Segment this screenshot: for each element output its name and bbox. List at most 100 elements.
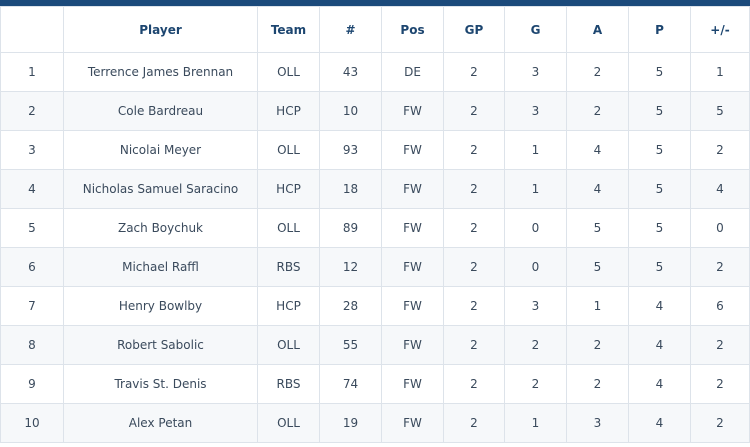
- jersey-number-cell: 74: [319, 364, 382, 404]
- points-cell: 4: [628, 325, 691, 365]
- goals-cell: 3: [504, 91, 567, 131]
- points-cell: 5: [628, 130, 691, 170]
- plus-minus-cell: 5: [690, 91, 750, 131]
- points-cell: 5: [628, 91, 691, 131]
- table-body: 1 Terrence James Brennan OLL 43 DE 2 3 2 5 1 2 Cole…: [0, 52, 750, 443]
- games-played-cell: 2: [443, 52, 505, 92]
- assists-cell: 5: [566, 247, 629, 287]
- assists-cell: 2: [566, 364, 629, 404]
- plus-minus-cell: 2: [690, 325, 750, 365]
- plus-minus-cell: 6: [690, 286, 750, 326]
- team-cell: RBS: [257, 364, 320, 404]
- games-played-cell: 2: [443, 325, 505, 365]
- player-name-cell[interactable]: Zach Boychuk: [63, 208, 258, 248]
- games-played-cell: 2: [443, 169, 505, 209]
- player-name-cell[interactable]: Michael Raffl: [63, 247, 258, 287]
- goals-cell: 0: [504, 208, 567, 248]
- rank-cell: 1: [0, 52, 64, 92]
- rank-header[interactable]: [0, 6, 64, 53]
- player-name-cell[interactable]: Henry Bowlby: [63, 286, 258, 326]
- plus-minus-cell: 2: [690, 364, 750, 404]
- position-cell: FW: [381, 208, 444, 248]
- team-cell: HCP: [257, 286, 320, 326]
- assists-cell: 2: [566, 325, 629, 365]
- plus-minus-header[interactable]: +/-: [690, 6, 750, 53]
- points-cell: 4: [628, 286, 691, 326]
- rank-cell: 5: [0, 208, 64, 248]
- goals-cell: 1: [504, 169, 567, 209]
- points-cell: 4: [628, 403, 691, 443]
- team-cell: OLL: [257, 208, 320, 248]
- position-cell: FW: [381, 286, 444, 326]
- games-played-cell: 2: [443, 364, 505, 404]
- table-row: 6 Michael Raffl RBS 12 FW 2 0 5 5 2: [0, 247, 750, 287]
- position-cell: FW: [381, 247, 444, 287]
- position-cell: FW: [381, 364, 444, 404]
- goals-cell: 3: [504, 52, 567, 92]
- games-played-cell: 2: [443, 91, 505, 131]
- rank-cell: 7: [0, 286, 64, 326]
- goals-cell: 0: [504, 247, 567, 287]
- assists-cell: 2: [566, 91, 629, 131]
- games-played-cell: 2: [443, 286, 505, 326]
- goals-cell: 1: [504, 403, 567, 443]
- player-stats-table: Player Team # Pos GP G A P +/- 1 Terrence…: [0, 6, 750, 443]
- plus-minus-cell: 2: [690, 130, 750, 170]
- position-cell: FW: [381, 91, 444, 131]
- games-played-cell: 2: [443, 208, 505, 248]
- rank-cell: 10: [0, 403, 64, 443]
- jersey-number-cell: 18: [319, 169, 382, 209]
- rank-cell: 6: [0, 247, 64, 287]
- table-row: 4 Nicholas Samuel Saracino HCP 18 FW 2 1 4 5 4: [0, 169, 750, 209]
- team-cell: OLL: [257, 403, 320, 443]
- assists-cell: 3: [566, 403, 629, 443]
- player-header[interactable]: Player: [63, 6, 258, 53]
- games-played-cell: 2: [443, 130, 505, 170]
- position-header[interactable]: Pos: [381, 6, 444, 53]
- assists-header[interactable]: A: [566, 6, 629, 53]
- jersey-number-cell: 28: [319, 286, 382, 326]
- player-name-cell[interactable]: Nicholas Samuel Saracino: [63, 169, 258, 209]
- rank-cell: 9: [0, 364, 64, 404]
- goals-cell: 1: [504, 130, 567, 170]
- player-name-cell[interactable]: Cole Bardreau: [63, 91, 258, 131]
- position-cell: FW: [381, 130, 444, 170]
- assists-cell: 2: [566, 52, 629, 92]
- points-header[interactable]: P: [628, 6, 691, 53]
- points-cell: 5: [628, 169, 691, 209]
- player-name-cell[interactable]: Travis St. Denis: [63, 364, 258, 404]
- plus-minus-cell: 2: [690, 403, 750, 443]
- table-row: 2 Cole Bardreau HCP 10 FW 2 3 2 5 5: [0, 91, 750, 131]
- jersey-number-cell: 19: [319, 403, 382, 443]
- rank-cell: 8: [0, 325, 64, 365]
- rank-cell: 2: [0, 91, 64, 131]
- goals-cell: 3: [504, 286, 567, 326]
- rank-cell: 4: [0, 169, 64, 209]
- jersey-number-cell: 55: [319, 325, 382, 365]
- assists-cell: 1: [566, 286, 629, 326]
- number-header[interactable]: #: [319, 6, 382, 53]
- goals-header[interactable]: G: [504, 6, 567, 53]
- jersey-number-cell: 43: [319, 52, 382, 92]
- table-header-row: Player Team # Pos GP G A P +/-: [0, 6, 750, 53]
- position-cell: DE: [381, 52, 444, 92]
- table-row: 1 Terrence James Brennan OLL 43 DE 2 3 2 5 1: [0, 52, 750, 92]
- team-cell: OLL: [257, 52, 320, 92]
- position-cell: FW: [381, 403, 444, 443]
- table-row: 8 Robert Sabolic OLL 55 FW 2 2 2 4 2: [0, 325, 750, 365]
- games-played-header[interactable]: GP: [443, 6, 505, 53]
- points-cell: 5: [628, 52, 691, 92]
- assists-cell: 4: [566, 130, 629, 170]
- team-cell: RBS: [257, 247, 320, 287]
- player-name-cell[interactable]: Nicolai Meyer: [63, 130, 258, 170]
- team-cell: OLL: [257, 130, 320, 170]
- player-name-cell[interactable]: Robert Sabolic: [63, 325, 258, 365]
- table-row: 5 Zach Boychuk OLL 89 FW 2 0 5 5 0: [0, 208, 750, 248]
- goals-cell: 2: [504, 364, 567, 404]
- team-header[interactable]: Team: [257, 6, 320, 53]
- player-name-cell[interactable]: Terrence James Brennan: [63, 52, 258, 92]
- player-name-cell[interactable]: Alex Petan: [63, 403, 258, 443]
- table-row: 7 Henry Bowlby HCP 28 FW 2 3 1 4 6: [0, 286, 750, 326]
- jersey-number-cell: 89: [319, 208, 382, 248]
- team-cell: OLL: [257, 325, 320, 365]
